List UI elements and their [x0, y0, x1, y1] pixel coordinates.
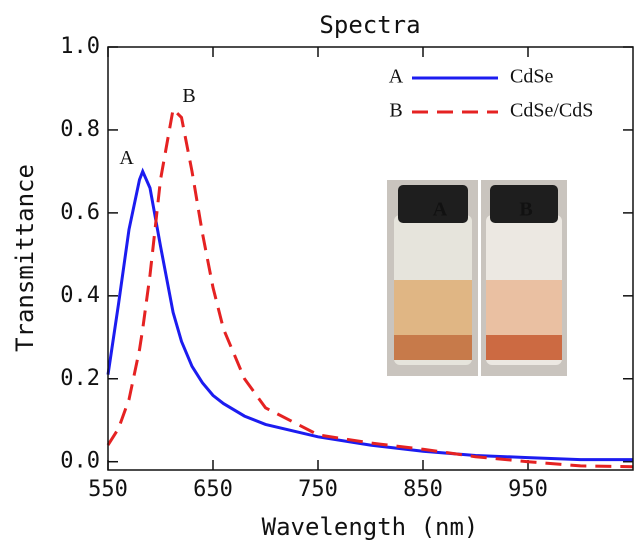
y-tick-label: 0.4 — [60, 283, 100, 308]
y-tick-label: 0.8 — [60, 117, 100, 142]
y-axis-label: Transmittance — [11, 164, 39, 352]
x-axis-label: Wavelength (nm) — [262, 513, 479, 541]
series-line — [106, 106, 634, 469]
peak-label: A — [119, 147, 134, 169]
photo-label: A — [433, 199, 448, 221]
x-tick-label: 950 — [508, 477, 548, 502]
y-tick-label: 1.0 — [60, 34, 100, 59]
plot-frame — [107, 46, 634, 471]
inset-photo: A B — [387, 180, 567, 376]
legend-letter: B — [389, 100, 402, 122]
legend-label: CdSe — [510, 66, 553, 88]
y-tick-label: 0.2 — [60, 366, 100, 391]
x-tick-label: 550 — [88, 477, 128, 502]
x-tick-label: 750 — [298, 477, 338, 502]
x-tick-label: 650 — [193, 477, 233, 502]
legend-letter: A — [389, 66, 404, 88]
x-tick-label: 850 — [403, 477, 443, 502]
peak-label: B — [182, 85, 195, 107]
chart-title: Spectra — [319, 11, 420, 39]
y-tick-label: 0.0 — [60, 449, 100, 474]
legend-label: CdSe/CdS — [510, 100, 593, 122]
photo-label: B — [519, 199, 532, 221]
y-tick-label: 0.6 — [60, 200, 100, 225]
